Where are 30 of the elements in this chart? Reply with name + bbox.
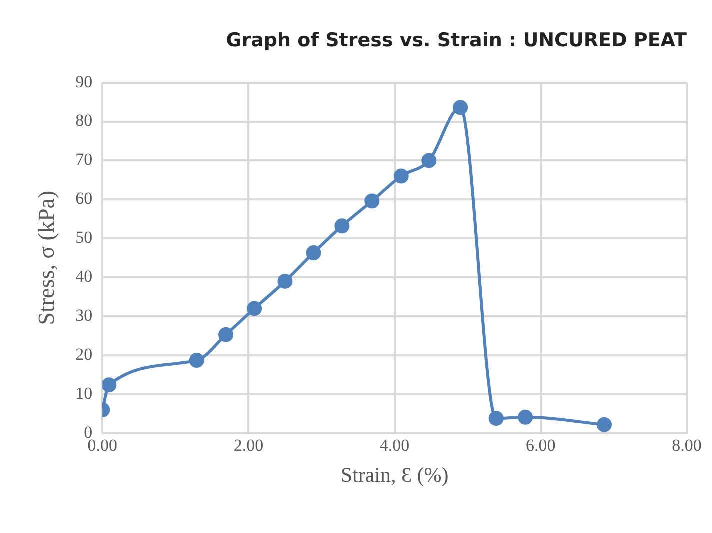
y-tick-label: 10 (76, 384, 93, 403)
y-axis-title: Stress, σ (kPa) (34, 190, 59, 326)
point (218, 327, 234, 342)
y-tick-label: 40 (76, 267, 93, 286)
point (306, 246, 322, 261)
x-tick-label: 6.00 (526, 436, 556, 456)
y-tick-label: 20 (76, 344, 93, 364)
y-tick-label: 50 (76, 228, 93, 248)
point (278, 274, 293, 289)
point (422, 153, 437, 168)
point (596, 417, 612, 432)
point (334, 218, 350, 234)
point (488, 411, 504, 426)
point (394, 168, 409, 184)
y-tick-label: 70 (76, 150, 93, 170)
x-tick-label: 8.00 (672, 436, 702, 456)
chart-title: Graph of Stress vs. Strain : UNCURED PEAT (226, 29, 688, 52)
y-tick-label: 90 (76, 72, 93, 92)
point (518, 410, 534, 425)
point (453, 100, 468, 116)
y-tick-label: 60 (76, 189, 93, 208)
y-tick-label: 30 (76, 306, 93, 325)
point (189, 353, 204, 368)
point (364, 194, 380, 209)
point (102, 378, 117, 393)
x-tick-label: 4.00 (380, 436, 410, 456)
y-tick-label: 80 (76, 111, 93, 130)
point (247, 301, 262, 316)
x-tick-label: 2.00 (234, 436, 264, 456)
x-axis-title: Strain, Ɛ (%) (340, 462, 449, 487)
